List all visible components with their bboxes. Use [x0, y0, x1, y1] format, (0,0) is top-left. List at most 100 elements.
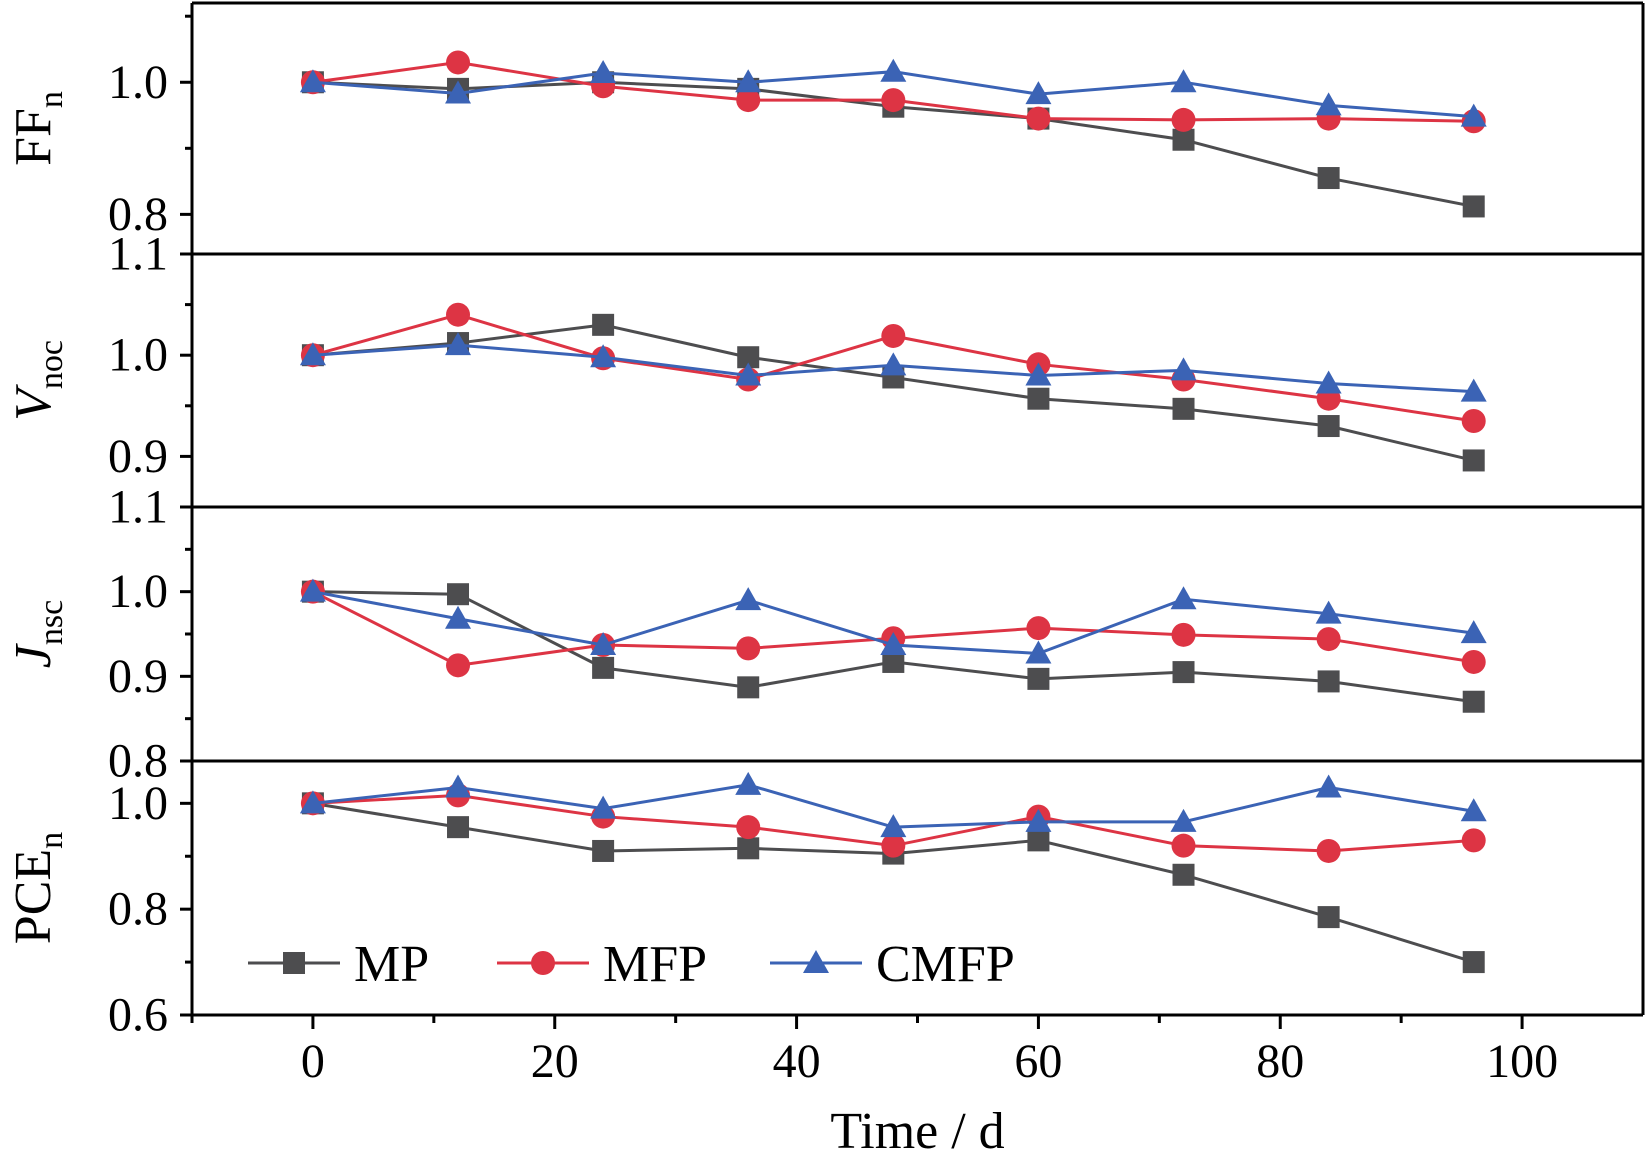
data-point-cmfp	[735, 69, 762, 93]
y-axis-title-sub: n	[33, 832, 70, 849]
x-tick-label: 80	[1256, 1035, 1304, 1088]
data-point-mfp	[736, 88, 761, 113]
data-point-mp	[1027, 829, 1050, 852]
data-point-cmfp	[1460, 620, 1487, 644]
y-axis-title-main: J	[5, 642, 62, 668]
x-axis: 0 20 40 60 80 100 Time / d	[190, 1015, 1558, 1157]
y-tick-label: 1.0	[108, 329, 168, 382]
legend-marker	[803, 950, 829, 973]
data-point-mp	[1317, 415, 1340, 438]
y-axis-title: Jnsc	[5, 600, 70, 668]
data-point-cmfp	[590, 344, 617, 368]
legend-label: MP	[354, 936, 429, 993]
legend-label: CMFP	[876, 936, 1015, 993]
data-point-cmfp	[299, 342, 326, 366]
data-point-cmfp	[1460, 798, 1487, 822]
x-tick-label: 60	[1014, 1035, 1062, 1088]
data-point-mp	[1027, 667, 1050, 690]
y-tick-label: 1.0	[108, 56, 168, 109]
data-point-mp	[1462, 951, 1485, 974]
y-tick-label: 0.8	[108, 188, 168, 241]
data-point-mp	[1317, 906, 1340, 929]
data-point-mp	[447, 583, 470, 606]
data-point-mp	[1462, 449, 1485, 472]
data-point-mfp	[1171, 107, 1196, 132]
data-point-mp	[1317, 167, 1340, 190]
data-point-mp	[1027, 387, 1050, 410]
data-point-mp	[1172, 863, 1195, 886]
legend-label: MFP	[603, 936, 707, 993]
y-tick-label: 1.1	[108, 481, 168, 534]
data-point-cmfp	[299, 790, 326, 814]
data-point-mp	[882, 650, 905, 673]
data-point-mfp	[446, 50, 471, 75]
legend-entry-cmfp: CMFP	[770, 936, 1015, 993]
data-point-mp	[1172, 128, 1195, 151]
data-point-cmfp	[1460, 103, 1487, 127]
y-tick-label: 0.9	[108, 430, 168, 483]
data-point-cmfp	[590, 795, 617, 819]
data-point-cmfp	[735, 362, 762, 386]
data-point-cmfp	[1025, 808, 1052, 832]
data-point-mp	[737, 837, 760, 860]
data-point-mp	[1462, 195, 1485, 218]
panel-pce: 0.6 0.8 1.0 PCEn	[5, 761, 1645, 1042]
data-point-mfp	[1461, 408, 1486, 433]
y-axis-title-sub: nsc	[33, 600, 70, 645]
data-point-mfp	[736, 636, 761, 661]
data-point-cmfp	[590, 632, 617, 656]
y-axis-title: FFn	[5, 91, 70, 166]
x-tick-label: 40	[773, 1035, 821, 1088]
y-tick-label: 1.0	[108, 565, 168, 618]
data-point-mfp	[1316, 838, 1341, 863]
y-axis-title-main: V	[5, 384, 62, 421]
y-axis-title-sub: noc	[33, 340, 70, 389]
data-point-cmfp	[1315, 92, 1342, 116]
data-point-cmfp	[445, 774, 472, 798]
legend-marker	[283, 952, 305, 974]
data-point-cmfp	[1025, 640, 1052, 664]
data-point-cmfp	[1315, 774, 1342, 798]
data-point-mfp	[1171, 833, 1196, 858]
data-point-mp	[447, 816, 470, 839]
data-point-mfp	[446, 302, 471, 327]
y-axis-title: PCEn	[5, 832, 70, 944]
legend-marker	[531, 951, 555, 975]
y-tick-label: 0.9	[108, 650, 168, 703]
data-point-mfp	[1461, 649, 1486, 674]
data-point-mp	[1462, 690, 1485, 713]
data-point-cmfp	[1170, 357, 1197, 381]
data-point-cmfp	[1315, 370, 1342, 394]
x-axis-title: Time / d	[830, 1103, 1004, 1157]
panel-ff: 0.8 1.0 FFn	[5, 1, 1645, 256]
data-point-mp	[737, 346, 760, 369]
y-axis-title-main: FF	[5, 108, 62, 166]
y-axis-title-main: PCE	[5, 849, 62, 944]
data-point-cmfp	[735, 587, 762, 611]
data-point-cmfp	[299, 69, 326, 93]
data-point-cmfp	[880, 632, 907, 656]
data-point-mfp	[1026, 106, 1051, 131]
data-point-mfp	[1316, 627, 1341, 652]
data-point-mfp	[446, 653, 471, 678]
data-point-cmfp	[880, 352, 907, 376]
data-point-cmfp	[1170, 808, 1197, 832]
data-point-cmfp	[299, 578, 326, 602]
data-point-mp	[592, 656, 615, 679]
data-point-cmfp	[445, 605, 472, 629]
data-point-cmfp	[1025, 81, 1052, 105]
data-point-mp	[737, 676, 760, 699]
y-tick-label: 0.6	[108, 989, 168, 1042]
data-point-mfp	[1171, 622, 1196, 647]
data-point-mfp	[736, 815, 761, 840]
panel-jsc: 0.8 0.9 1.0 1.1 Jnsc	[5, 481, 1645, 788]
data-point-cmfp	[590, 60, 617, 84]
data-point-cmfp	[880, 814, 907, 838]
y-tick-label: 0.8	[108, 883, 168, 936]
data-point-mfp	[881, 833, 906, 858]
y-axis-title: Vnoc	[5, 340, 70, 421]
data-point-cmfp	[1025, 362, 1052, 386]
data-point-cmfp	[1315, 600, 1342, 624]
data-point-cmfp	[445, 80, 472, 104]
